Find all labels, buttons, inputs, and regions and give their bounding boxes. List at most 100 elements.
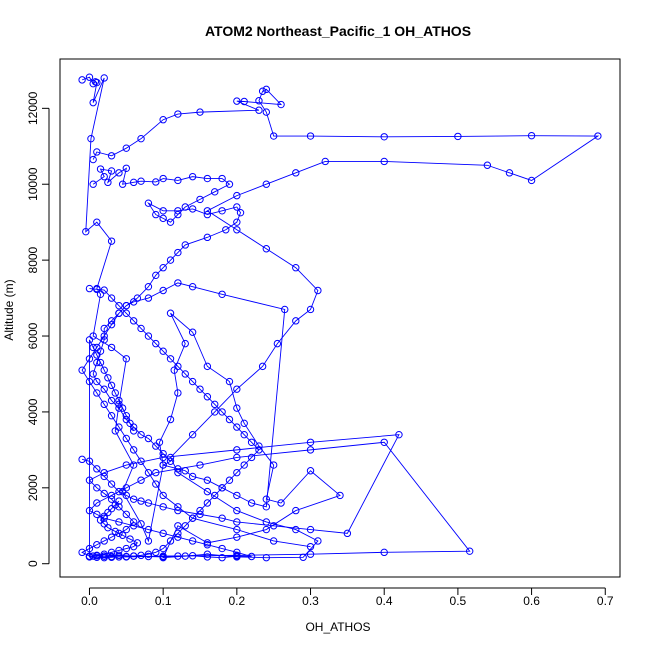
data-point bbox=[188, 328, 197, 336]
data-point bbox=[233, 218, 241, 226]
data-point bbox=[314, 537, 322, 545]
data-point bbox=[174, 529, 182, 538]
data-point bbox=[93, 377, 101, 386]
data-point bbox=[233, 518, 241, 526]
data-point bbox=[218, 484, 226, 492]
data-point bbox=[203, 541, 212, 549]
data-point bbox=[196, 461, 204, 469]
data-point bbox=[336, 491, 344, 500]
data-point bbox=[78, 76, 86, 84]
data-point bbox=[203, 553, 212, 561]
data-point bbox=[115, 529, 123, 538]
data-point bbox=[181, 241, 189, 249]
data-point bbox=[247, 552, 256, 561]
data-point bbox=[258, 362, 267, 371]
data-point bbox=[96, 516, 105, 524]
chart-title: ATOM2 Northeast_Pacific_1 OH_ATHOS bbox=[205, 23, 471, 39]
data-point bbox=[203, 362, 212, 371]
data-point bbox=[107, 294, 116, 302]
data-point bbox=[93, 484, 101, 492]
data-point bbox=[218, 290, 226, 298]
data-point bbox=[152, 468, 160, 477]
data-point bbox=[454, 132, 462, 141]
data-point bbox=[321, 157, 329, 166]
series-line-1 bbox=[81, 76, 600, 559]
data-point bbox=[93, 541, 101, 549]
data-point bbox=[159, 461, 167, 469]
data-point bbox=[122, 484, 131, 492]
y-tick-label: 12000 bbox=[26, 91, 40, 125]
data-point bbox=[181, 370, 189, 378]
data-point bbox=[93, 78, 101, 87]
data-point bbox=[129, 427, 138, 435]
data-point bbox=[115, 169, 123, 177]
data-point bbox=[159, 286, 167, 295]
data-point bbox=[166, 355, 175, 363]
data-point bbox=[262, 180, 271, 188]
data-point bbox=[107, 317, 116, 325]
data-point bbox=[78, 548, 86, 557]
x-tick-label: 0.0 bbox=[81, 594, 98, 608]
data-point bbox=[233, 468, 241, 477]
data-point bbox=[115, 503, 123, 511]
data-point bbox=[306, 467, 315, 475]
data-point bbox=[107, 237, 116, 245]
data-point bbox=[93, 465, 101, 473]
data-point bbox=[129, 518, 138, 526]
data-point bbox=[111, 389, 119, 397]
data-point bbox=[85, 553, 94, 561]
data-point bbox=[174, 522, 182, 530]
data-point bbox=[159, 207, 167, 215]
data-point bbox=[174, 362, 182, 371]
data-point bbox=[111, 427, 119, 435]
data-point bbox=[100, 520, 108, 528]
data-point bbox=[233, 423, 241, 431]
data-point bbox=[395, 430, 403, 439]
data-point bbox=[166, 457, 175, 465]
data-point bbox=[137, 324, 145, 333]
data-point bbox=[144, 552, 153, 561]
data-point bbox=[144, 537, 153, 545]
data-point bbox=[247, 499, 256, 507]
data-point bbox=[89, 79, 97, 88]
data-point bbox=[188, 205, 197, 213]
data-point bbox=[107, 480, 116, 488]
data-point bbox=[122, 144, 131, 152]
data-point bbox=[233, 491, 241, 500]
data-point bbox=[269, 522, 278, 530]
data-point bbox=[174, 506, 182, 515]
y-tick-label: 2000 bbox=[26, 474, 40, 501]
data-point bbox=[107, 343, 116, 352]
data-point bbox=[104, 178, 112, 187]
data-point bbox=[152, 210, 160, 219]
data-point bbox=[174, 465, 182, 473]
data-point bbox=[211, 491, 219, 500]
data-point bbox=[85, 284, 94, 293]
data-point bbox=[188, 472, 197, 481]
y-tick-label: 0 bbox=[26, 560, 40, 567]
data-point bbox=[166, 415, 175, 424]
x-tick-label: 0.2 bbox=[228, 594, 245, 608]
data-point bbox=[122, 525, 131, 534]
data-point bbox=[107, 167, 116, 175]
data-point bbox=[104, 374, 112, 382]
data-point bbox=[380, 438, 388, 446]
data-point bbox=[277, 499, 285, 507]
y-axis: 0 2000 4000 6000 8000 10000 12000 bbox=[26, 91, 50, 567]
data-point bbox=[137, 134, 145, 143]
data-point bbox=[273, 339, 282, 348]
data-point bbox=[85, 336, 94, 344]
data-point bbox=[281, 305, 289, 314]
data-point bbox=[159, 347, 167, 355]
data-point bbox=[170, 366, 178, 374]
data-point bbox=[107, 504, 116, 513]
data-point bbox=[188, 514, 197, 522]
data-point bbox=[122, 510, 131, 519]
data-point bbox=[115, 423, 123, 431]
data-point bbox=[115, 309, 123, 317]
data-point bbox=[306, 525, 315, 534]
data-point bbox=[255, 97, 263, 105]
data-point bbox=[129, 461, 138, 469]
data-point bbox=[122, 309, 131, 317]
data-point bbox=[262, 85, 271, 94]
